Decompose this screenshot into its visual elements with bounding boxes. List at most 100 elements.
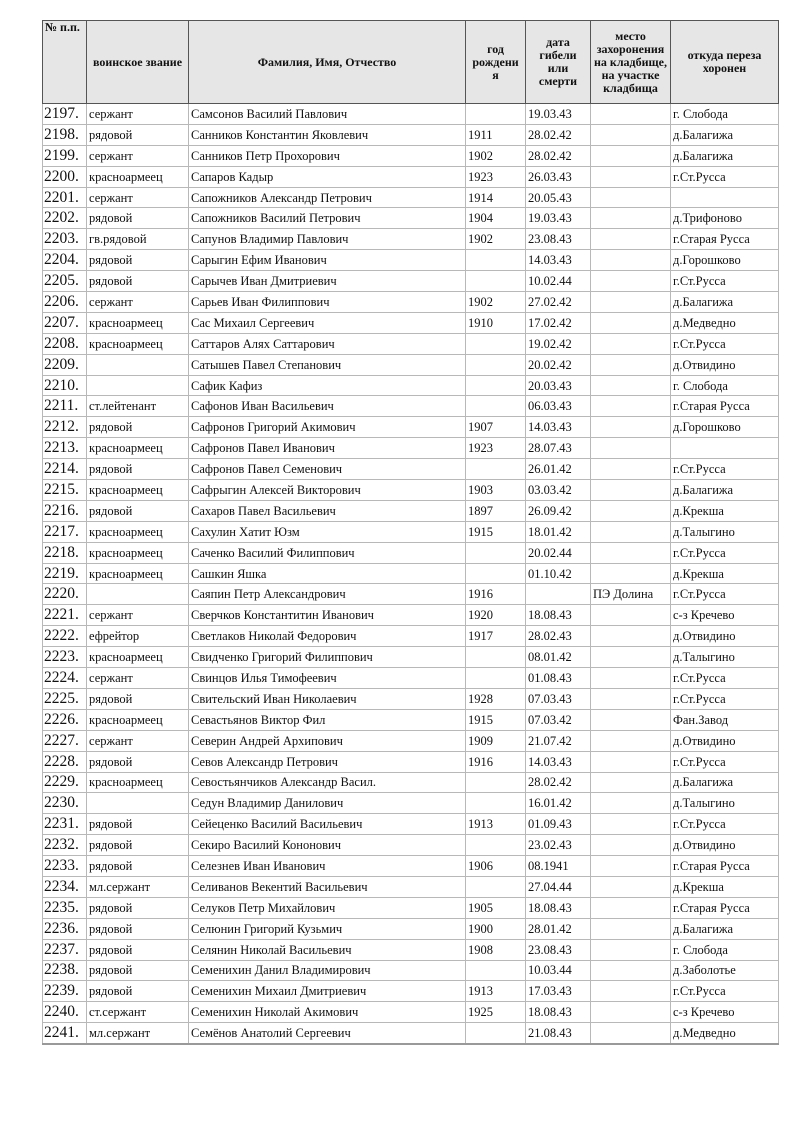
cell-rank: рядовой bbox=[86, 938, 189, 961]
cell-number: 2239. bbox=[42, 980, 87, 1003]
cell-number: 2217. bbox=[42, 520, 87, 543]
cell-reburied-from bbox=[670, 186, 779, 209]
cell-birth-year: 1914 bbox=[465, 186, 526, 209]
cell-burial-place bbox=[590, 708, 671, 731]
cell-death-date: 18.08.43 bbox=[525, 896, 591, 919]
cell-number: 2197. bbox=[42, 103, 87, 125]
cell-number: 2238. bbox=[42, 959, 87, 982]
cell-number: 2213. bbox=[42, 437, 87, 460]
cell-full-name: Седун Владимир Данилович bbox=[188, 792, 466, 815]
burial-records-table: № п.п. воинское звание Фамилия, Имя, Отч… bbox=[42, 20, 779, 1046]
cell-full-name: Сафонов Иван Васильевич bbox=[188, 395, 466, 418]
cell-burial-place bbox=[590, 520, 671, 543]
cell-birth-year: 1909 bbox=[465, 729, 526, 752]
cell-death-date: 28.02.43 bbox=[525, 625, 591, 648]
cell-birth-year: 1902 bbox=[465, 228, 526, 251]
cell-number: 2231. bbox=[42, 813, 87, 836]
cell-death-date: 21.07.42 bbox=[525, 729, 591, 752]
cell-birth-year bbox=[465, 1022, 526, 1046]
table-row: 2217. красноармеец Сахулин Хатит Юзм 1915 18… bbox=[42, 520, 779, 543]
cell-full-name: Сапаров Кадыр bbox=[188, 165, 466, 188]
cell-full-name: Саттаров Алях Саттарович bbox=[188, 332, 466, 355]
cell-birth-year: 1900 bbox=[465, 917, 526, 940]
table-row: 2197. сержант Самсонов Василий Павлович 19.… bbox=[42, 103, 779, 125]
header-reburied-from: откуда переза хоронен bbox=[670, 20, 779, 104]
cell-rank: ст.лейтенант bbox=[86, 395, 189, 418]
cell-rank: ст.сержант bbox=[86, 1001, 189, 1024]
cell-number: 2198. bbox=[42, 123, 87, 146]
cell-burial-place bbox=[590, 311, 671, 334]
cell-birth-year: 1902 bbox=[465, 291, 526, 313]
cell-rank: рядовой bbox=[86, 896, 189, 919]
cell-number: 2215. bbox=[42, 479, 87, 501]
table-row: 2228. рядовой Севов Александр Петрович 1916… bbox=[42, 750, 779, 773]
cell-full-name: Сафронов Павел Иванович bbox=[188, 437, 466, 460]
cell-number: 2225. bbox=[42, 687, 87, 710]
cell-full-name: Сапунов Владимир Павлович bbox=[188, 228, 466, 251]
cell-death-date: 08.1941 bbox=[525, 855, 591, 877]
cell-burial-place bbox=[590, 458, 671, 481]
cell-full-name: Сарычев Иван Дмитриевич bbox=[188, 270, 466, 293]
cell-number: 2240. bbox=[42, 1001, 87, 1024]
table-row: 2206. сержант Сарьев Иван Филиппович 1902 27… bbox=[42, 291, 779, 313]
table-row: 2202. рядовой Сапожников Василий Петрович 1… bbox=[42, 207, 779, 230]
cell-rank: ефрейтор bbox=[86, 625, 189, 648]
cell-reburied-from: д.Трифоново bbox=[670, 207, 779, 230]
cell-death-date: 06.03.43 bbox=[525, 395, 591, 418]
cell-rank: красноармеец bbox=[86, 541, 189, 564]
cell-birth-year bbox=[465, 667, 526, 689]
cell-full-name: Свительский Иван Николаевич bbox=[188, 687, 466, 710]
cell-death-date: 23.02.43 bbox=[525, 834, 591, 857]
table-row: 2221. сержант Сверчков Константитин Иванов… bbox=[42, 604, 779, 627]
cell-number: 2233. bbox=[42, 855, 87, 877]
cell-number: 2236. bbox=[42, 917, 87, 940]
cell-death-date: 08.01.42 bbox=[525, 646, 591, 669]
cell-number: 2219. bbox=[42, 562, 87, 585]
cell-death-date: 07.03.42 bbox=[525, 708, 591, 731]
cell-number: 2235. bbox=[42, 896, 87, 919]
table-row: 2214. рядовой Сафронов Павел Семенович 26.0… bbox=[42, 458, 779, 481]
cell-burial-place bbox=[590, 813, 671, 836]
cell-reburied-from: г.Ст.Русса bbox=[670, 332, 779, 355]
cell-death-date: 21.08.43 bbox=[525, 1022, 591, 1046]
cell-death-date: 19.03.43 bbox=[525, 207, 591, 230]
cell-death-date: 23.08.43 bbox=[525, 228, 591, 251]
cell-reburied-from: д.Горошково bbox=[670, 416, 779, 439]
cell-birth-year bbox=[465, 792, 526, 815]
cell-death-date: 27.04.44 bbox=[525, 875, 591, 898]
cell-rank: рядовой bbox=[86, 416, 189, 439]
cell-number: 2232. bbox=[42, 834, 87, 857]
cell-burial-place bbox=[590, 875, 671, 898]
header-death-date: дата гибели или смерти bbox=[525, 20, 591, 104]
cell-rank: рядовой bbox=[86, 207, 189, 230]
cell-death-date: 28.02.42 bbox=[525, 123, 591, 146]
cell-birth-year bbox=[465, 834, 526, 857]
cell-full-name: Светлаков Николай Федорович bbox=[188, 625, 466, 648]
table-row: 2225. рядовой Свительский Иван Николаевич 1… bbox=[42, 687, 779, 710]
cell-birth-year: 1915 bbox=[465, 520, 526, 543]
cell-rank: сержант bbox=[86, 186, 189, 209]
cell-rank: рядовой bbox=[86, 855, 189, 877]
table-row: 2211. ст.лейтенант Сафонов Иван Васильевич… bbox=[42, 395, 779, 418]
cell-reburied-from: с-з Кречево bbox=[670, 604, 779, 627]
cell-reburied-from: г.Ст.Русса bbox=[670, 541, 779, 564]
cell-reburied-from: д.Отвидино bbox=[670, 729, 779, 752]
table-row: 2208. красноармеец Саттаров Алях Саттарови… bbox=[42, 332, 779, 355]
cell-full-name: Санников Петр Прохорович bbox=[188, 144, 466, 167]
table-row: 2205. рядовой Сарычев Иван Дмитриевич 10.02… bbox=[42, 270, 779, 293]
cell-number: 2208. bbox=[42, 332, 87, 355]
cell-reburied-from: д.Балагижа bbox=[670, 123, 779, 146]
cell-rank: рядовой bbox=[86, 959, 189, 982]
cell-burial-place bbox=[590, 896, 671, 919]
cell-burial-place bbox=[590, 228, 671, 251]
table-row: 2240. ст.сержант Семенихин Николай Акимови… bbox=[42, 1001, 779, 1024]
cell-reburied-from: г.Ст.Русса bbox=[670, 583, 779, 606]
cell-reburied-from: д.Крекша bbox=[670, 875, 779, 898]
cell-burial-place bbox=[590, 207, 671, 230]
cell-burial-place bbox=[590, 374, 671, 397]
table-row: 2227. сержант Северин Андрей Архипович 1909… bbox=[42, 729, 779, 752]
cell-burial-place bbox=[590, 186, 671, 209]
cell-reburied-from: г.Ст.Русса bbox=[670, 270, 779, 293]
cell-number: 2204. bbox=[42, 249, 87, 272]
cell-birth-year bbox=[465, 541, 526, 564]
